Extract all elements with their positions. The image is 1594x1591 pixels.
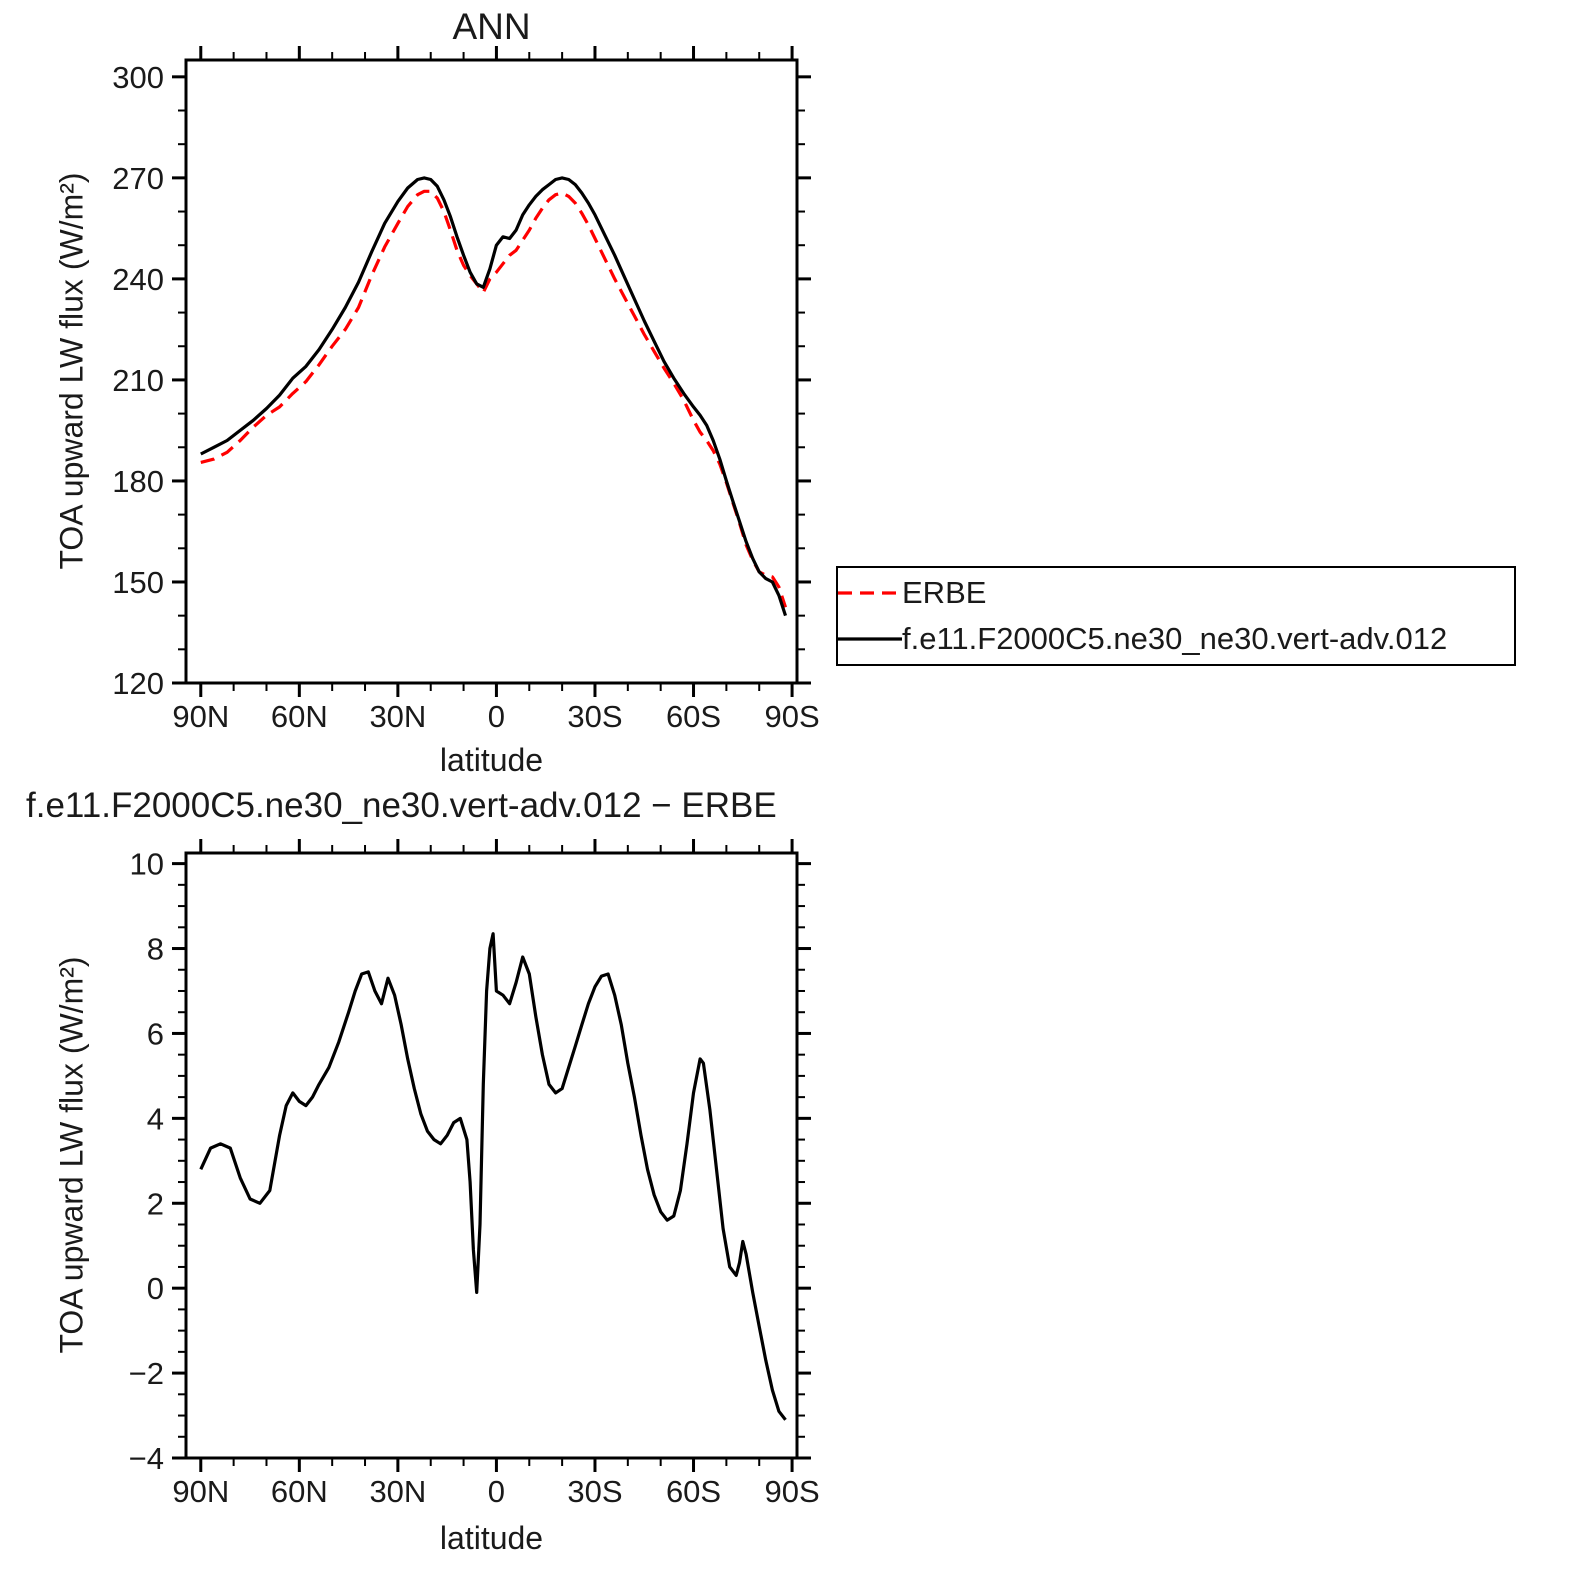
y-tick-label: 2 [147,1186,164,1221]
x-minor-ticks [232,52,761,691]
x-tick-label: 90S [764,699,819,734]
y-minor-ticks [178,883,805,1438]
x-tick-label: 30S [567,699,622,734]
y-tick-label: −4 [129,1441,164,1476]
series-line-difference [199,932,787,1421]
x-tick-label: 90N [172,699,229,734]
x-minor-ticks [232,845,761,1466]
series-line-f-e11-f2000c5-ne30-ne30-vert-adv-012 [200,176,788,617]
plot-frame [184,58,799,685]
y-tick-label: −2 [129,1356,164,1391]
y-minor-ticks [178,109,805,651]
x-tick-label: 0 [488,699,505,734]
x-major-ticks [199,839,794,1472]
x-tick-label: 60S [666,1474,721,1509]
x-tick-label: 90S [764,1474,819,1509]
x-tick-labels: 90N 60N 30N 0 30S 60S 90S [172,1474,819,1509]
chart-0: 90N 60N 30N 0 30S 60S 90S 120 150 180 210 240 270 300 [112,46,820,734]
erbe-dashed-line-sample [838,591,902,595]
y-tick-label: 180 [112,464,164,499]
legend-label-erbe: ERBE [902,574,987,610]
bottom-chart-title: f.e11.F2000C5.ne30_ne30.vert-adv.012 − E… [26,786,777,825]
y-tick-labels: −4 −2 0 2 4 6 8 10 [129,847,164,1476]
y-tick-label: 240 [112,262,164,297]
legend-item-erbe: ERBE [838,571,1514,615]
legend-item-model: f.e11.F2000C5.ne30_ne30.vert-adv.012 [838,617,1514,661]
y-tick-label: 6 [147,1016,164,1051]
series-group [200,176,788,617]
bottom-chart-y-axis-label: TOA upward LW flux (W/m²) [53,956,90,1354]
y-tick-label: 10 [130,847,164,882]
y-tick-label: 210 [112,363,164,398]
x-tick-label: 60N [271,699,328,734]
y-tick-label: 4 [147,1101,164,1136]
y-tick-label: 150 [112,565,164,600]
bottom-chart-x-axis-label: latitude [439,1520,544,1556]
x-tick-label: 60S [666,699,721,734]
series-line-erbe [200,189,788,608]
y-major-ticks [172,75,811,685]
y-major-ticks [172,862,811,1460]
plot-frame [184,851,799,1460]
y-tick-label: 300 [112,60,164,95]
series-group [199,932,787,1421]
y-tick-label: 0 [147,1271,164,1306]
x-tick-label: 90N [172,1474,229,1509]
top-chart-title: ANN [452,6,531,47]
top-chart-y-axis-label: TOA upward LW flux (W/m²) [53,172,90,570]
legend: ERBE f.e11.F2000C5.ne30_ne30.vert-adv.01… [836,566,1516,666]
x-tick-label: 0 [488,1474,505,1509]
x-major-ticks [199,46,794,697]
chart-1: 90N 60N 30N 0 30S 60S 90S −4 −2 0 2 4 6 8 10 [129,839,820,1509]
y-tick-labels: 120 150 180 210 240 270 300 [112,60,164,701]
y-tick-label: 270 [112,161,164,196]
x-tick-label: 30S [567,1474,622,1509]
x-tick-label: 60N [271,1474,328,1509]
model-solid-line-sample [838,637,902,641]
x-tick-label: 30N [369,699,426,734]
y-tick-label: 8 [147,932,164,967]
x-tick-labels: 90N 60N 30N 0 30S 60S 90S [172,699,819,734]
top-chart-x-axis-label: latitude [439,742,544,778]
legend-label-model: f.e11.F2000C5.ne30_ne30.vert-adv.012 [902,621,1448,657]
y-tick-label: 120 [112,666,164,701]
x-tick-label: 30N [369,1474,426,1509]
